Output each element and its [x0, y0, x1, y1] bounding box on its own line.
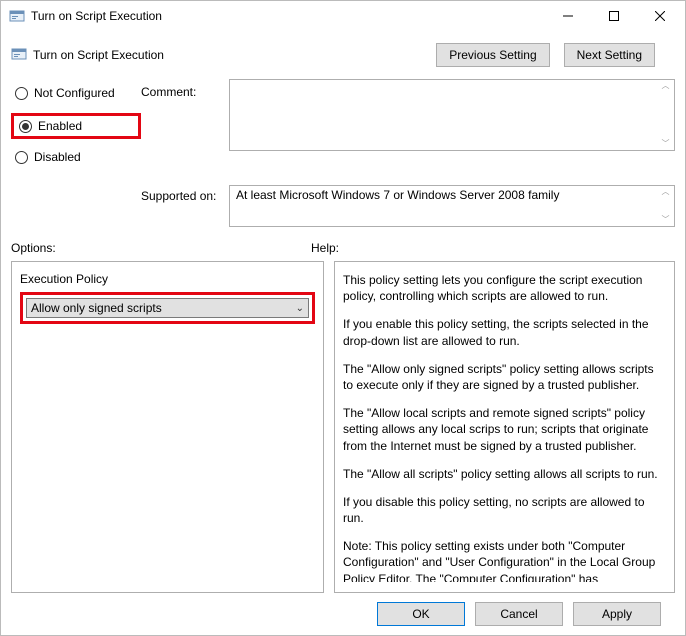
previous-setting-button[interactable]: Previous Setting [436, 43, 549, 67]
state-and-comment-row: Not Configured Enabled Disabled Comment: [11, 79, 675, 177]
help-label: Help: [311, 241, 339, 255]
radio-not-configured[interactable]: Not Configured [11, 83, 141, 103]
supported-row: Supported on: At least Microsoft Windows… [11, 185, 675, 227]
radio-enabled[interactable]: Enabled [15, 116, 132, 136]
comment-label: Comment: [141, 83, 229, 99]
radio-label: Enabled [38, 119, 82, 133]
dropdown-selected: Allow only signed scripts [31, 301, 162, 315]
help-panel: This policy setting lets you configure t… [334, 261, 675, 593]
scroll-icons: ︿﹀ [658, 81, 673, 149]
section-labels: Options: Help: [11, 241, 675, 255]
policy-icon [11, 46, 27, 65]
help-paragraph: The "Allow local scripts and remote sign… [343, 405, 662, 454]
help-paragraph: This policy setting lets you configure t… [343, 272, 662, 304]
supported-text: At least Microsoft Windows 7 or Windows … [236, 188, 559, 202]
options-label: Options: [11, 241, 311, 255]
app-icon [9, 8, 25, 24]
help-paragraph: The "Allow only signed scripts" policy s… [343, 361, 662, 393]
execution-policy-dropdown[interactable]: Allow only signed scripts ⌄ [26, 298, 309, 318]
radio-label: Disabled [34, 150, 81, 164]
help-text-scroll[interactable]: This policy setting lets you configure t… [343, 272, 666, 582]
options-panel: Execution Policy Allow only signed scrip… [11, 261, 324, 593]
chevron-down-icon: ⌄ [296, 303, 304, 314]
radio-icon [15, 151, 28, 164]
radio-label: Not Configured [34, 86, 115, 100]
radio-icon [19, 120, 32, 133]
execution-policy-label: Execution Policy [20, 272, 315, 286]
footer: OK Cancel Apply [11, 593, 675, 635]
supported-text-box: At least Microsoft Windows 7 or Windows … [229, 185, 675, 227]
help-paragraph: If you disable this policy setting, no s… [343, 494, 662, 526]
content: Turn on Script Execution Previous Settin… [1, 31, 685, 635]
cancel-button[interactable]: Cancel [475, 602, 563, 626]
supported-label: Supported on: [141, 189, 229, 203]
maximize-button[interactable] [591, 1, 637, 31]
window-title: Turn on Script Execution [31, 9, 545, 23]
scroll-icons: ︿﹀ [658, 187, 673, 225]
help-paragraph: If you enable this policy setting, the s… [343, 316, 662, 348]
help-paragraph: Note: This policy setting exists under b… [343, 538, 662, 582]
help-paragraph: The "Allow all scripts" policy setting a… [343, 466, 662, 482]
radio-icon [15, 87, 28, 100]
radio-disabled[interactable]: Disabled [11, 147, 141, 167]
state-radios: Not Configured Enabled Disabled [11, 79, 141, 177]
ok-button[interactable]: OK [377, 602, 465, 626]
highlight-dropdown: Allow only signed scripts ⌄ [20, 292, 315, 324]
minimize-button[interactable] [545, 1, 591, 31]
apply-button[interactable]: Apply [573, 602, 661, 626]
header-row: Turn on Script Execution Previous Settin… [11, 37, 675, 73]
next-setting-button[interactable]: Next Setting [564, 43, 655, 67]
panels: Execution Policy Allow only signed scrip… [11, 261, 675, 593]
dialog-window: Turn on Script Execution [0, 0, 686, 636]
close-button[interactable] [637, 1, 683, 31]
policy-title: Turn on Script Execution [33, 48, 164, 62]
comment-textarea[interactable]: ︿﹀ [229, 79, 675, 151]
highlight-enabled: Enabled [11, 113, 141, 139]
titlebar: Turn on Script Execution [1, 1, 685, 31]
